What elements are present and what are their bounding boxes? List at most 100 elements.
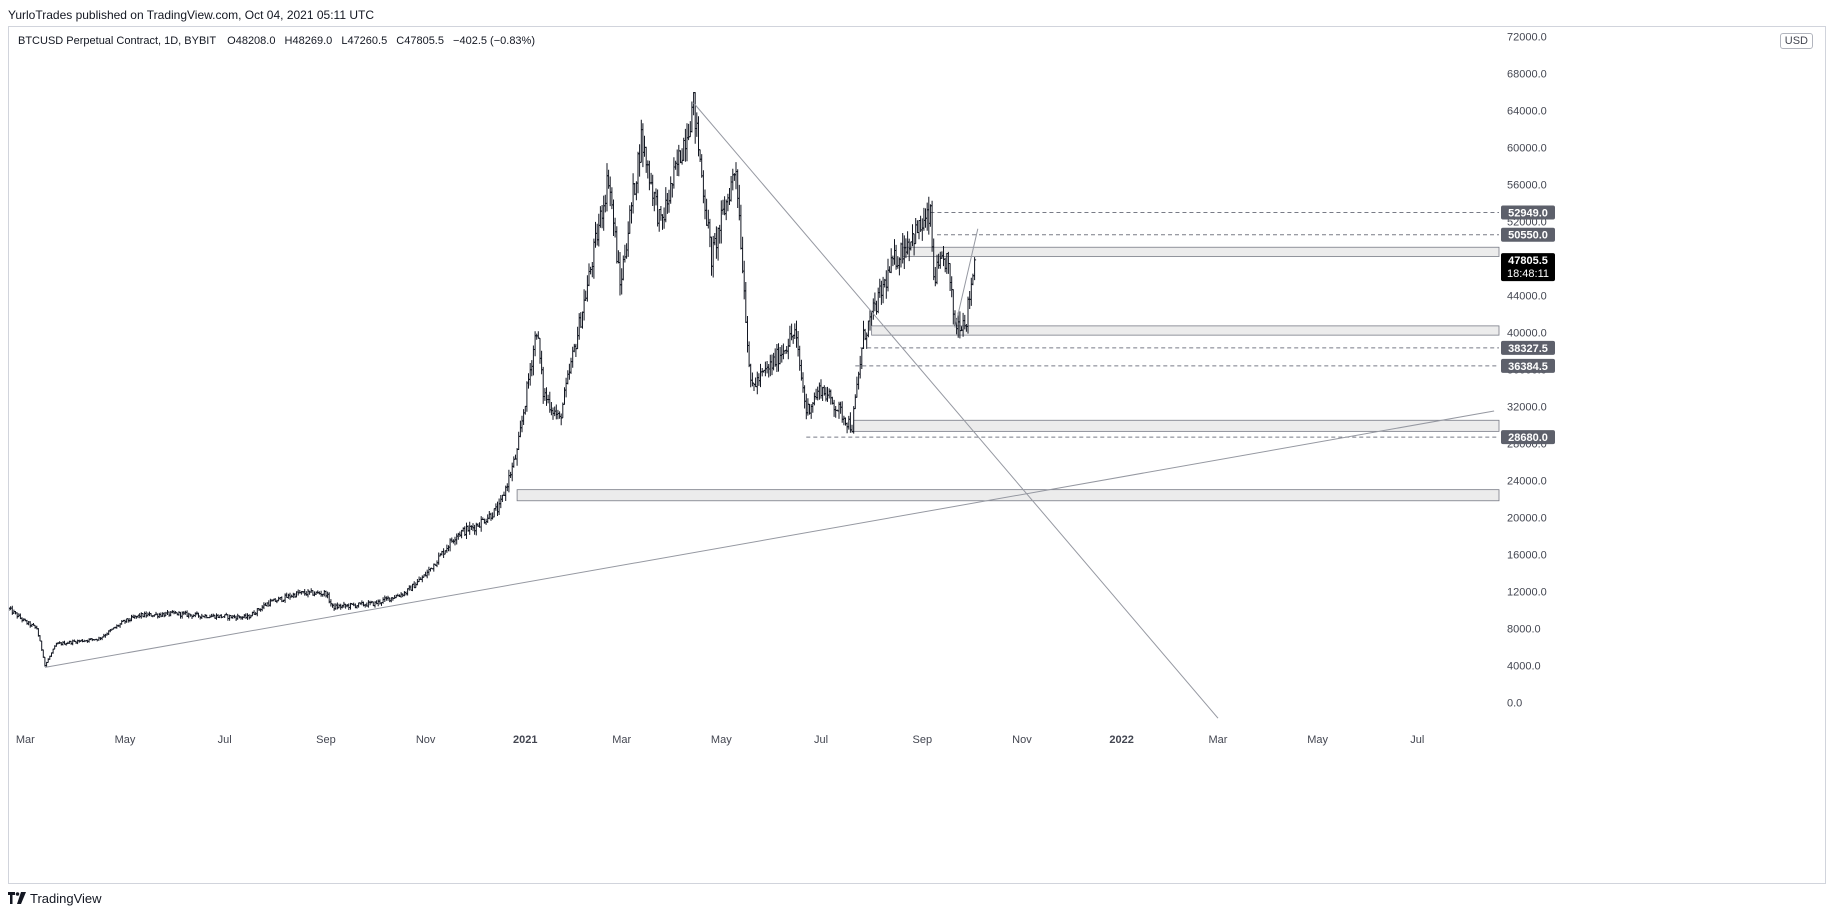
ohlc-bar bbox=[411, 583, 414, 592]
ohlc-bar bbox=[930, 200, 934, 252]
support-resistance-zones bbox=[516, 246, 1500, 502]
price-zone bbox=[853, 419, 1500, 432]
ohlc-bar bbox=[597, 213, 601, 247]
symbol-name[interactable]: BTCUSD Perpetual Contract, 1D, BYBIT bbox=[18, 35, 217, 47]
countdown-text: 18:48:11 bbox=[1507, 268, 1549, 280]
ohlc-bar bbox=[352, 602, 356, 607]
ohlc-bar bbox=[471, 523, 475, 532]
ohlc-bar bbox=[667, 189, 671, 213]
ohlc-bar bbox=[455, 533, 459, 545]
ohlc-bar bbox=[442, 548, 446, 558]
ohlc-bar bbox=[144, 611, 148, 618]
ohlc-bar bbox=[896, 256, 900, 269]
y-tick-label: 32000.0 bbox=[1507, 401, 1547, 413]
ohlc-bar bbox=[741, 236, 745, 274]
ohlc-bar bbox=[731, 168, 735, 191]
ohlc-bar bbox=[729, 176, 733, 202]
ohlc-bar bbox=[616, 250, 620, 264]
ohlc-bar bbox=[154, 611, 158, 616]
ohlc-bar bbox=[156, 613, 160, 619]
ohlc-bar bbox=[714, 226, 718, 259]
ohlc-bar bbox=[897, 257, 901, 276]
ohlc-bar bbox=[564, 377, 568, 398]
ohlc-bar bbox=[832, 399, 836, 417]
ohlc-bar bbox=[393, 595, 397, 599]
ohlc-bar bbox=[683, 128, 687, 162]
change-value: −402.5 (−0.83%) bbox=[453, 35, 535, 47]
x-tick-label: Sep bbox=[912, 734, 932, 746]
ohlc-bar bbox=[881, 276, 885, 304]
ohlc-bar bbox=[806, 398, 810, 416]
ohlc-bar bbox=[767, 364, 771, 378]
ohlc-bar bbox=[888, 266, 892, 273]
ohlc-bar bbox=[504, 485, 508, 501]
ohlc-bar bbox=[817, 382, 821, 400]
ohlc-bar bbox=[693, 92, 697, 144]
price-zone bbox=[871, 325, 1500, 336]
ohlc-bar bbox=[812, 392, 816, 406]
ohlc-bar bbox=[69, 640, 73, 645]
x-tick-label: Mar bbox=[612, 734, 631, 746]
ohlc-bar bbox=[249, 614, 253, 619]
ohlc-bar bbox=[639, 119, 643, 163]
ohlc-bar bbox=[133, 614, 137, 619]
low-value: 47260.5 bbox=[347, 35, 388, 47]
ohlc-bar bbox=[628, 205, 632, 234]
level-price-tag bbox=[1501, 227, 1555, 242]
y-tick-label: 12000.0 bbox=[1507, 586, 1547, 598]
level-price-tag bbox=[1501, 430, 1555, 445]
ohlc-bar bbox=[15, 612, 19, 619]
y-tick-label: 60000.0 bbox=[1507, 142, 1547, 154]
ohlc-bar bbox=[569, 357, 573, 374]
ohlc-bar bbox=[97, 636, 101, 641]
ohlc-bar bbox=[342, 601, 346, 608]
ohlc-bar bbox=[847, 415, 851, 430]
tradingview-logo-icon[interactable] bbox=[8, 892, 26, 904]
ohlc-bar bbox=[388, 597, 392, 603]
ohlc-bar bbox=[579, 312, 583, 328]
ohlc-bar bbox=[680, 148, 684, 165]
ohlc-bar bbox=[775, 344, 779, 372]
ohlc-bar bbox=[839, 401, 843, 414]
ohlc-bar bbox=[690, 101, 694, 133]
ohlc-bar bbox=[530, 360, 534, 377]
ohlc-bar bbox=[744, 282, 748, 323]
ohlc-bar bbox=[760, 368, 764, 377]
trendlines bbox=[44, 102, 1495, 719]
ohlc-bar bbox=[473, 524, 477, 535]
ohlc-bar bbox=[602, 195, 606, 231]
ohlc-bar bbox=[450, 537, 454, 543]
x-tick-label: Nov bbox=[416, 734, 436, 746]
y-tick-label: 72000.0 bbox=[1507, 31, 1547, 43]
ohlc-bar bbox=[615, 226, 619, 264]
ohlc-bar bbox=[335, 602, 339, 610]
ohlc-bar bbox=[535, 333, 539, 340]
ohlc-bar bbox=[706, 209, 710, 229]
currency-button[interactable]: USD bbox=[1779, 33, 1813, 49]
ohlc-bar bbox=[804, 393, 808, 420]
ohlc-bar bbox=[242, 614, 246, 619]
ohlc-bar bbox=[522, 409, 526, 425]
ohlc-bar bbox=[598, 206, 602, 228]
ohlc-bar bbox=[130, 614, 133, 622]
ohlc-bar bbox=[231, 615, 235, 619]
ohlc-bar bbox=[143, 611, 147, 618]
ohlc-bar bbox=[646, 160, 650, 179]
ohlc-bar bbox=[157, 612, 161, 618]
ohlc-bar bbox=[407, 585, 411, 591]
tradingview-brand[interactable]: TradingView bbox=[30, 890, 102, 906]
chart-frame[interactable]: 0.0 4000.0 8000.0 12000.0 16000.0 20000.0 2400… bbox=[8, 26, 1826, 884]
ohlc-bar bbox=[878, 278, 882, 298]
price-chart[interactable]: 0.0 4000.0 8000.0 12000.0 16000.0 20000.0 2400… bbox=[9, 27, 1825, 883]
ohlc-bar bbox=[515, 448, 519, 466]
ohlc-bar bbox=[438, 553, 442, 557]
ohlc-bar bbox=[698, 149, 702, 162]
ohlc-bar bbox=[899, 242, 903, 268]
trendline bbox=[954, 228, 979, 328]
x-tick-label: Jul bbox=[814, 734, 828, 746]
ohlc-bar bbox=[868, 310, 872, 331]
y-tick-label: 24000.0 bbox=[1507, 475, 1547, 487]
ohlc-bar bbox=[394, 594, 398, 599]
y-tick-label: 20000.0 bbox=[1507, 512, 1547, 524]
ohlc-bar bbox=[675, 149, 679, 176]
